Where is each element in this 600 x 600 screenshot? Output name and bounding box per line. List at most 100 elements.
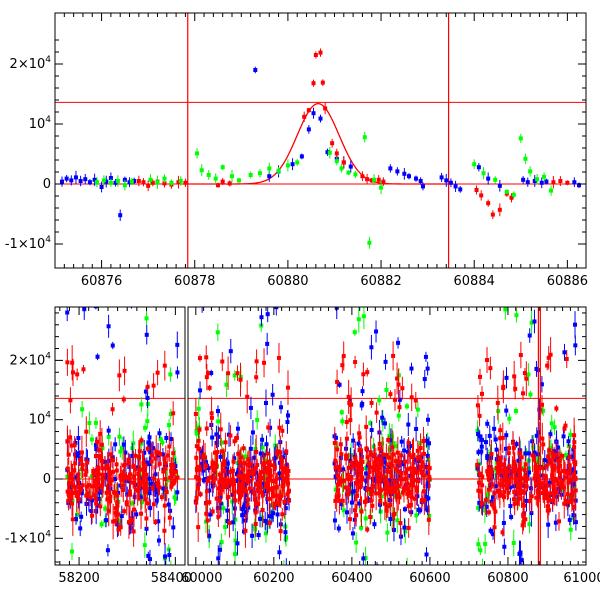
bottom-green-point-1-17: [224, 382, 229, 387]
bottom-blue-point-3-130: [553, 520, 558, 525]
bottom-blue-point-3-125: [553, 457, 558, 462]
bottom-red-point-2-72: [396, 469, 401, 474]
bottom-red-point-1-8: [284, 449, 289, 454]
bottom-red-point-2-227: [412, 466, 417, 471]
bottom-red-point-1-77: [252, 497, 257, 502]
bottom-blue-point-0-96: [144, 526, 149, 531]
bottom-red-point-3-218: [517, 496, 522, 501]
bottom-red-point-3-3: [493, 509, 498, 514]
bottom-blue-point-2-114: [337, 382, 342, 387]
bottom-red-point-3-32: [539, 481, 544, 486]
bottom-red-point-3-192: [477, 374, 482, 379]
bottom-green-point-0-32: [130, 501, 135, 506]
top-green-point-29: [362, 135, 367, 140]
bottom-red-point-3-37: [573, 488, 578, 493]
bottom-red-point-0-162: [171, 411, 176, 416]
bottom-blue-point-1-69: [258, 451, 263, 456]
bottom-blue-point-2-22: [425, 453, 430, 458]
bottom-red-point-2-28: [377, 491, 382, 496]
bottom-red-point-0-197: [132, 507, 137, 512]
bottom-red-point-0-223: [76, 476, 81, 481]
bottom-red-point-3-77: [541, 442, 546, 447]
top-red-point-26: [381, 179, 386, 184]
bottom-red-point-2-191: [427, 477, 432, 482]
bottom-red-point-2-45: [367, 470, 372, 475]
bottom-red-point-0-102: [171, 451, 176, 456]
bottom-red-point-3-228: [485, 358, 490, 363]
bottom-green-point-1-46: [273, 443, 278, 448]
bottom-plot-area-1: [188, 307, 586, 565]
bottom-red-point-0-189: [163, 477, 168, 482]
top-blue-point-47: [544, 179, 549, 184]
bottom-red-point-2-220: [370, 465, 375, 470]
bottom-red-point-2-106: [377, 441, 382, 446]
bottom-red-point-3-90: [559, 479, 564, 484]
bottom-red-point-2-31: [374, 491, 379, 496]
bottom-red-point-3-197: [546, 355, 551, 360]
bottom-red-point-1-138: [280, 428, 285, 433]
bottom-red-point-2-151: [360, 475, 365, 480]
bottom-blue-point-1-86: [214, 441, 219, 446]
bottom-red-point-1-160: [238, 460, 243, 465]
bottom-red-point-0-193: [122, 509, 127, 514]
bottom-red-point-1-200: [220, 359, 225, 364]
bottom-red-point-0-48: [145, 486, 150, 491]
bottom-blue-point-1-76: [216, 556, 221, 561]
bottom-red-point-3-155: [534, 468, 539, 473]
bottom-red-point-1-63: [285, 492, 290, 497]
bottom-blue-point-2-107: [402, 525, 407, 530]
bottom-blue-point-3-66: [524, 498, 529, 503]
bottom-red-point-0-145: [79, 450, 84, 455]
bottom-blue-point-2-87: [350, 531, 355, 536]
top-green-point-11: [195, 151, 200, 156]
bottom-red-point-2-188: [377, 466, 382, 471]
bottom-red-point-1-131: [274, 493, 279, 498]
bottom-blue-point-0-42: [104, 518, 109, 523]
bottom-red-point-0-117: [72, 443, 77, 448]
bottom-red-point-1-135: [268, 473, 273, 478]
bottom-red-point-3-156: [567, 463, 572, 468]
bottom-y-tick-label-0: -1×104: [5, 529, 51, 546]
bottom-green-point-1-51: [216, 419, 221, 424]
bottom-red-point-3-34: [556, 482, 561, 487]
bottom-red-point-3-54: [548, 458, 553, 463]
bottom-blue-point-1-106: [235, 470, 240, 475]
bottom-red-point-1-43: [242, 461, 247, 466]
bottom-blue-point-1-12: [208, 512, 213, 517]
top-red-point-2: [146, 183, 151, 188]
top-y-tick-label-0: -1×104: [5, 235, 51, 252]
bottom-green-point-0-15: [168, 372, 173, 377]
bottom-red-point-2-133: [406, 440, 411, 445]
bottom-blue-point-3-95: [547, 480, 552, 485]
top-green-point-13: [206, 173, 211, 177]
bottom-red-point-1-73: [207, 385, 212, 390]
bottom-red-point-3-135: [563, 498, 568, 503]
bottom-red-point-1-120: [221, 482, 226, 487]
bottom-blue-point-2-54: [424, 464, 429, 469]
bottom-red-point-3-125: [524, 376, 529, 381]
bottom-red-point-3-134: [513, 467, 518, 472]
bottom-red-point-1-191: [272, 465, 277, 470]
bottom-green-point-2-25: [415, 407, 420, 412]
bottom-blue-point-1-13: [265, 312, 270, 317]
bottom-green-point-2-10: [403, 529, 408, 534]
bottom-blue-point-2-50: [388, 517, 393, 522]
bottom-red-point-0-220: [70, 370, 75, 375]
bottom-red-point-3-21: [523, 479, 528, 484]
bottom-x-tick-label-1-0: 60000: [181, 571, 222, 586]
bottom-green-point-0-21: [131, 441, 136, 446]
bottom-red-point-1-111: [265, 460, 270, 465]
bottom-red-point-0-123: [114, 513, 119, 518]
top-red-point-28: [479, 193, 484, 198]
bottom-red-point-1-113: [262, 463, 267, 468]
bottom-red-point-2-145: [404, 470, 409, 475]
bottom-blue-point-2-86: [361, 556, 366, 561]
bottom-green-point-3-41: [566, 494, 571, 499]
bottom-red-point-2-182: [344, 420, 349, 425]
bottom-blue-point-2-27: [398, 534, 403, 539]
top-green-point-7: [155, 180, 160, 185]
bottom-red-point-2-139: [393, 466, 398, 471]
top-red-point-15: [313, 53, 318, 57]
bottom-red-point-2-229: [388, 462, 393, 467]
bottom-blue-point-2-138: [425, 417, 430, 422]
